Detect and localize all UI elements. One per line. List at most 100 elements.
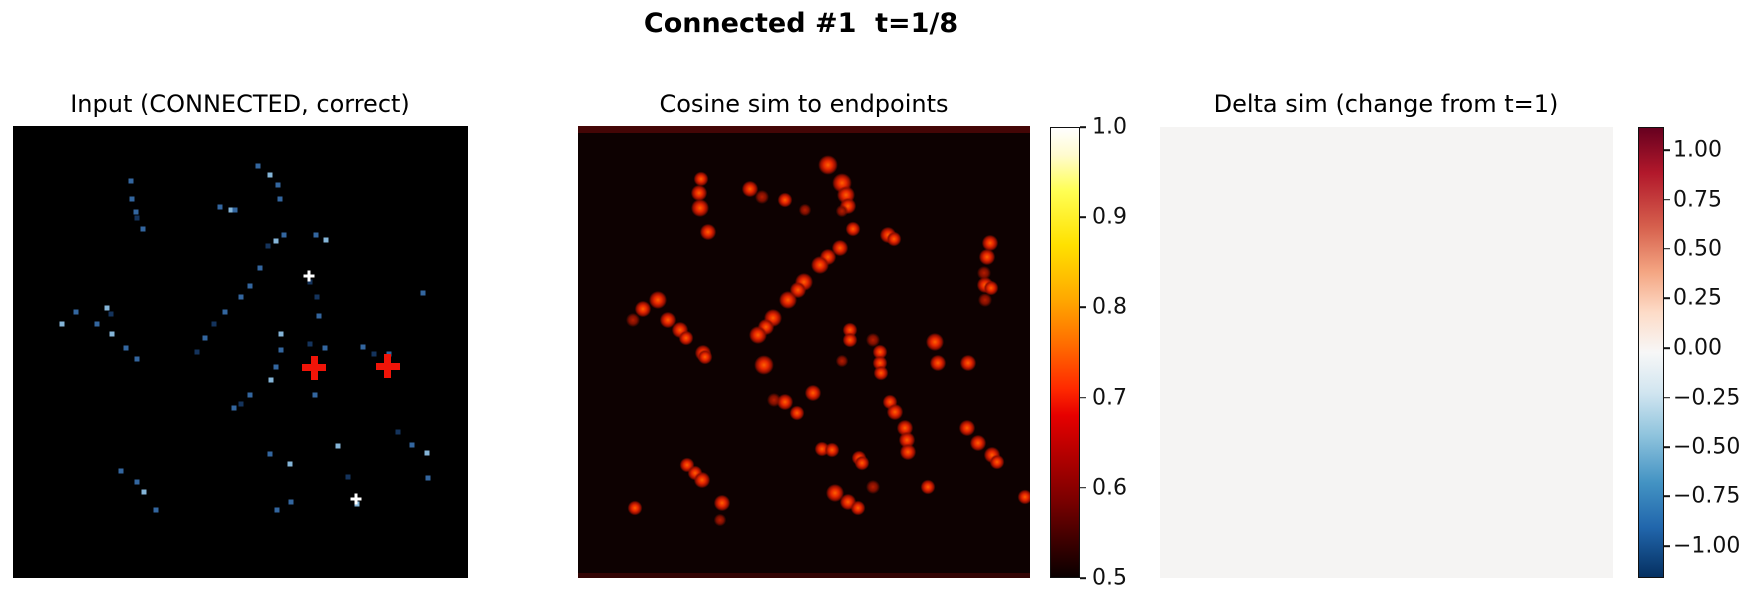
similarity-blob [975,291,994,310]
input-point [140,226,146,232]
cbar-delta-tick-label: −0.25 [1673,385,1741,411]
similarity-blob [841,330,860,349]
input-point [133,209,139,215]
input-point [409,442,415,448]
endpoint-marker-red-2-icon [375,354,400,378]
similarity-blob [942,361,964,383]
cbar-cosine-tick [1080,577,1086,579]
input-heatmap [13,126,468,578]
input-point [134,479,140,485]
similarity-blob [833,202,850,219]
cbar-cosine-tick-label: 0.5 [1092,565,1127,591]
cbar-delta-tick-label: 0.75 [1673,187,1722,213]
input-point [211,321,217,327]
cbar-delta-tick [1664,396,1670,399]
input-point [73,309,79,315]
similarity-blob [843,220,862,239]
similarity-blob [968,432,989,453]
input-point [129,196,135,202]
input-point [268,377,274,383]
input-point [275,182,281,188]
similarity-blob [625,498,644,517]
input-point [386,351,392,357]
input-point [153,507,159,513]
input-point [141,489,147,495]
input-point [118,468,124,474]
input-point [425,475,431,481]
input-point [247,392,253,398]
cbar-delta-tick [1664,347,1670,349]
similarity-blob [808,254,831,277]
cbar-cosine-tick [1080,487,1086,489]
similarity-blob [864,478,883,497]
similarity-blob [957,417,978,438]
panel-input-title: Input (CONNECTED, correct) [70,90,410,118]
input-point [273,238,279,244]
input-point [194,349,200,355]
input-point [345,474,351,480]
panel-cosine-title: Cosine sim to endpoints [659,90,949,118]
similarity-blob [897,441,918,462]
input-point [274,507,280,513]
input-point [134,215,140,221]
similarity-blob [746,323,769,346]
input-point [307,279,313,285]
input-point [360,344,366,350]
delta-sim-heatmap [1160,127,1613,578]
input-point [228,207,234,213]
marker-white-2-icon [350,493,362,505]
cbar-delta-tick-label: −1.00 [1673,533,1741,559]
cbar-delta-tick [1664,198,1670,201]
endpoint-marker-red-1-icon [302,355,327,380]
similarity-blob [927,352,948,373]
cbar-delta-gradient [1638,127,1664,578]
cbar-cosine-tick-label: 1.0 [1092,114,1127,140]
similarity-blob [803,383,824,404]
input-point [312,392,318,398]
heatmap-edge-strip-bottom [578,573,1030,578]
input-point [123,345,129,351]
similarity-blob [823,441,842,460]
cbar-delta-tick [1664,247,1670,250]
input-point [335,443,341,449]
cbar-delta-tick [1664,495,1670,498]
input-point [322,345,328,351]
panel-delta-title: Delta sim (change from t=1) [1213,90,1559,118]
similarity-blob [833,353,850,370]
input-point [94,321,100,327]
cbar-cosine-tick-label: 0.9 [1092,204,1127,230]
heatmap-edge-strip-top [578,126,1030,133]
similarity-blob [1016,488,1030,507]
input-point [257,265,263,271]
input-point [287,461,293,467]
similarity-blob [696,347,714,366]
input-point [255,163,261,169]
input-point [273,364,279,370]
input-point [278,331,284,337]
similarity-blob [691,469,712,490]
similarity-blob [871,363,890,382]
input-point [217,204,223,210]
similarity-blob [788,404,807,423]
similarity-blob [689,196,712,219]
input-point [278,347,284,353]
cbar-cosine-tick-label: 0.6 [1092,475,1127,501]
cbar-delta-tick-label: 0.25 [1673,285,1722,311]
input-point [267,451,273,457]
colorbar-cosine: 1.0 0.9 0.8 0.7 0.6 0.5 [1050,115,1127,591]
input-point [281,232,287,238]
cbar-delta-tick-label: −0.50 [1673,434,1741,460]
similarity-blob [752,353,777,378]
input-point [277,196,283,202]
input-point [232,207,238,213]
cbar-cosine-tick [1080,126,1086,128]
similarity-blob [988,452,1006,471]
cbar-cosine-tick [1080,306,1086,309]
cbar-delta-tick [1664,446,1670,448]
input-point [316,313,322,319]
cbar-cosine-gradient [1050,127,1080,578]
input-point [134,356,140,362]
input-point [323,237,329,243]
input-point [222,309,228,315]
